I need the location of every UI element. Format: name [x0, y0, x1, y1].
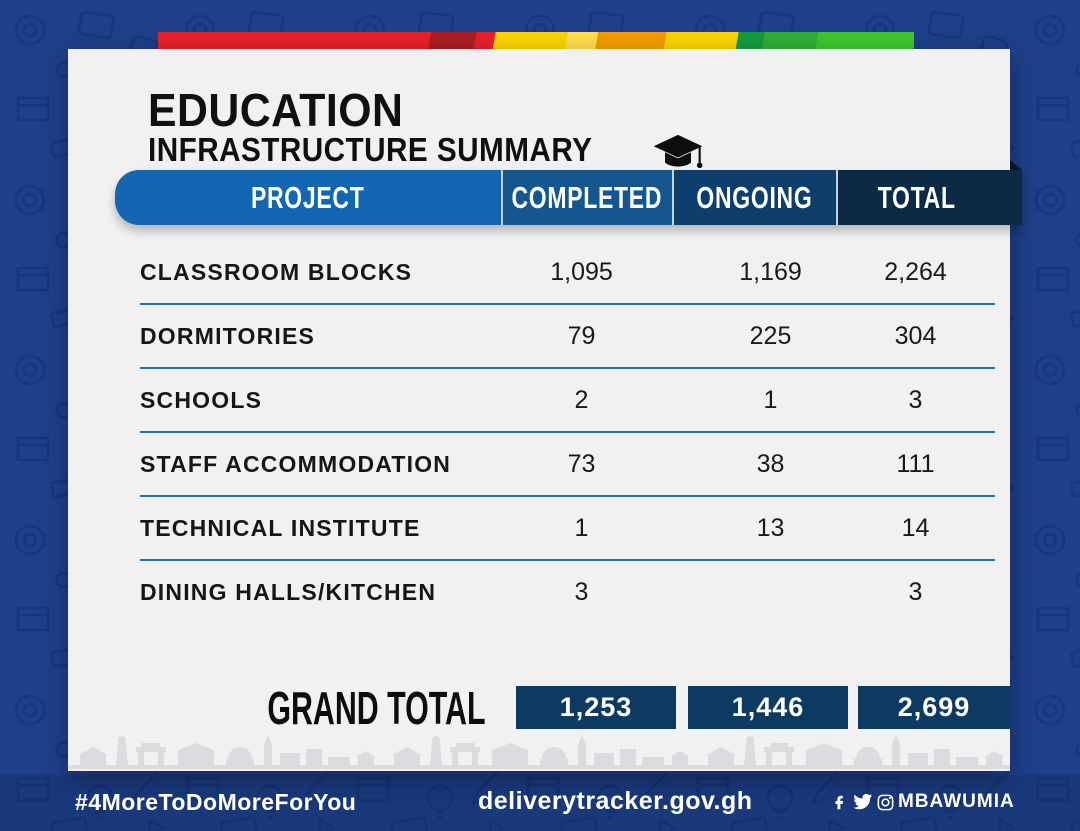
grand-total-ongoing: 1,446 — [688, 686, 848, 729]
column-header-project: PROJECT — [115, 170, 501, 225]
footer-website: deliverytracker.gov.gh — [478, 787, 753, 815]
project-cell: DORMITORIES — [140, 322, 316, 349]
ongoing-cell: 38 — [756, 449, 785, 478]
ribbon-fold — [1010, 160, 1022, 170]
completed-cell: 73 — [567, 449, 596, 478]
project-cell: CLASSROOM BLOCKS — [140, 258, 413, 285]
table-row: DORMITORIES 79 225 304 — [68, 305, 1010, 367]
completed-cell: 2 — [574, 385, 589, 414]
skyline-decoration — [68, 729, 1010, 771]
project-cell: TECHNICAL INSTITUTE — [140, 514, 421, 541]
rainbow-stripe — [158, 32, 914, 49]
twitter-icon — [853, 793, 873, 810]
ongoing-cell: 13 — [756, 513, 785, 542]
table-row: DINING HALLS/KITCHEN 3 3 — [68, 561, 1010, 623]
table-body: CLASSROOM BLOCKS 1,095 1,169 2,264 DORMI… — [68, 241, 1010, 623]
column-header-completed: COMPLETED — [500, 170, 672, 225]
page-subtitle: INFRASTRUCTURE SUMMARY — [148, 131, 593, 168]
page-title: EDUCATION — [148, 84, 404, 136]
column-header-total: TOTAL — [835, 170, 1022, 225]
page-subtitle-row: INFRASTRUCTURE SUMMARY — [148, 131, 704, 175]
grand-total-completed: 1,253 — [516, 686, 676, 729]
social-handle: MBAWUMIA — [898, 791, 1015, 812]
footer-social: MBAWUMIA — [831, 791, 1015, 813]
ongoing-cell: 225 — [749, 321, 792, 350]
total-cell: 111 — [896, 449, 935, 478]
completed-cell: 3 — [574, 577, 589, 606]
table-row: TECHNICAL INSTITUTE 1 13 14 — [68, 497, 1010, 559]
graduation-cap-icon — [653, 134, 703, 169]
table-row: SCHOOLS 2 1 3 — [68, 369, 1010, 431]
project-cell: DINING HALLS/KITCHEN — [140, 578, 437, 605]
total-cell: 3 — [908, 577, 923, 606]
project-cell: STAFF ACCOMMODATION — [140, 450, 452, 477]
facebook-icon — [835, 795, 843, 809]
table-header: PROJECT COMPLETED ONGOING TOTAL — [115, 170, 1022, 225]
project-cell: SCHOOLS — [140, 386, 263, 413]
grand-total-total: 2,699 — [858, 686, 1010, 729]
total-cell: 2,264 — [884, 257, 947, 286]
column-header-ongoing: ONGOING — [671, 170, 836, 225]
total-cell: 304 — [894, 321, 937, 350]
row-divider — [140, 303, 995, 305]
row-divider — [140, 559, 995, 561]
grand-total-row: GRAND TOTAL 1,253 1,446 2,699 — [68, 682, 1010, 734]
table-row: CLASSROOM BLOCKS 1,095 1,169 2,264 — [68, 241, 1010, 303]
completed-cell: 1,095 — [550, 257, 613, 286]
row-divider — [140, 431, 995, 433]
summary-card: EDUCATION INFRASTRUCTURE SUMMARY PROJECT… — [68, 49, 1022, 771]
instagram-icon — [877, 794, 894, 810]
row-divider — [140, 367, 995, 369]
grand-total-label: GRAND TOTAL — [266, 681, 485, 734]
ongoing-cell: 1,169 — [739, 257, 802, 286]
completed-cell: 1 — [574, 513, 589, 542]
row-divider — [140, 495, 995, 497]
total-cell: 3 — [908, 385, 923, 414]
footer-hashtag: #4MoreToDoMoreForYou — [75, 789, 357, 815]
completed-cell: 79 — [567, 321, 596, 350]
ongoing-cell: 1 — [763, 385, 778, 414]
table-row: STAFF ACCOMMODATION 73 38 111 — [68, 433, 1010, 495]
total-cell: 14 — [901, 513, 930, 542]
